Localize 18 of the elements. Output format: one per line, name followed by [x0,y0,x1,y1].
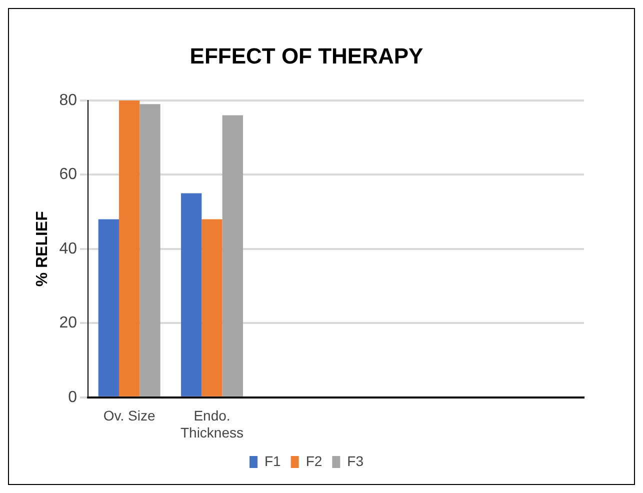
y-tick-label: 80 [59,92,78,109]
bar [222,115,243,396]
legend-label: F1 [264,452,282,469]
legend-label: F3 [347,452,364,469]
bar [98,219,119,396]
bar [118,100,140,396]
y-tick-label: 60 [59,166,78,184]
bar [202,219,222,396]
x-tick-label: Ov. Size [103,408,156,424]
chart-title: EFFECT OF THERAPY [190,43,424,68]
bar [140,104,160,396]
y-tick-label: 0 [68,388,78,406]
y-axis-title: % RELIEF [34,210,52,287]
legend-label: F2 [306,452,322,469]
x-tick-label: Endo. Thickness [180,408,244,440]
y-tick-label: 40 [59,240,78,258]
y-tick-label: 20 [59,314,78,332]
bar [181,193,202,396]
